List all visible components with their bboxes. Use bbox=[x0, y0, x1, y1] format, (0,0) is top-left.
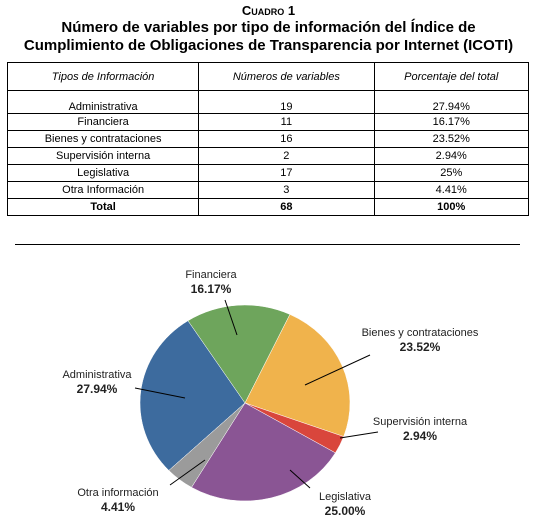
leader-line bbox=[134, 387, 186, 399]
leader-line bbox=[289, 469, 311, 489]
table-row: Financiera 11 16.17% bbox=[6, 113, 529, 131]
column-header: Tipos de Información bbox=[6, 62, 200, 91]
slice-label: Administrativa bbox=[62, 369, 132, 381]
leader-line bbox=[304, 354, 371, 386]
table-cell: Administrativa bbox=[6, 90, 200, 114]
header-row: Tipos de Información Números de variables… bbox=[6, 62, 529, 91]
pie-slice bbox=[244, 314, 351, 437]
table-cell: 68 bbox=[198, 198, 375, 216]
slice-value-label: 2.94% bbox=[403, 429, 437, 443]
table-cell: 100% bbox=[373, 198, 529, 216]
title: Cumplimiento de Obligaciones de Transpar… bbox=[23, 37, 514, 54]
table-cell: 19 bbox=[198, 90, 375, 114]
column-header: Números de variables bbox=[198, 62, 375, 91]
table-cell: 11 bbox=[198, 113, 375, 131]
table-cell: Bienes y contrataciones bbox=[6, 130, 200, 148]
table-row: Legislativa 17 25% bbox=[6, 164, 529, 182]
table-row: Administrativa 19 27.94% bbox=[6, 90, 529, 114]
table-cell: Otra Información bbox=[6, 181, 200, 199]
slice-value-label: 27.94% bbox=[77, 382, 118, 396]
leader-line bbox=[169, 459, 206, 486]
table-cell: Legislativa bbox=[6, 164, 200, 182]
pie-slice bbox=[139, 320, 246, 471]
table-row: Otra Información 3 4.41% bbox=[6, 181, 529, 199]
table-cell: 23.52% bbox=[373, 130, 529, 148]
slice-value-label: 16.17% bbox=[191, 282, 232, 296]
title: Número de variables por tipo de informac… bbox=[61, 19, 476, 36]
table-cell: 17 bbox=[198, 164, 375, 182]
table-row: Bienes y contrataciones 16 23.52% bbox=[6, 130, 529, 148]
table-cell: 2 bbox=[198, 147, 375, 165]
table-cell: Total bbox=[6, 198, 200, 216]
column-header: Porcentaje del total bbox=[373, 62, 529, 91]
data-table: Tipos de Información Números de variables… bbox=[6, 62, 529, 216]
table-cell: 3 bbox=[198, 181, 375, 199]
table-cell: 2.94% bbox=[373, 147, 529, 165]
leader-line bbox=[224, 299, 238, 336]
separator bbox=[15, 244, 520, 245]
table-cell: 16 bbox=[198, 130, 375, 148]
table-cell: 25% bbox=[373, 164, 529, 182]
table-row: Supervisión interna 2 2.94% bbox=[6, 147, 529, 165]
table-cell: 4.41% bbox=[373, 181, 529, 199]
pie-slice bbox=[191, 402, 336, 502]
total-row: Total 68 100% bbox=[6, 198, 529, 216]
table-label: Cuadro 1 bbox=[241, 3, 296, 18]
slice-label: Legislativa bbox=[319, 491, 372, 503]
slice-label: Financiera bbox=[185, 269, 237, 281]
leader-line bbox=[339, 431, 379, 439]
slice-label: Bienes y contrataciones bbox=[362, 327, 479, 339]
table-cell: Financiera bbox=[6, 113, 200, 131]
slice-label: Supervisión interna bbox=[373, 416, 468, 428]
table-cell: Supervisión interna bbox=[6, 147, 200, 165]
pie-slice bbox=[168, 402, 246, 488]
slice-value-label: 25.00% bbox=[325, 504, 366, 518]
table-cell: 27.94% bbox=[373, 90, 529, 114]
pie-slice bbox=[187, 304, 291, 404]
table-cell: 16.17% bbox=[373, 113, 529, 131]
slice-label: Otra información bbox=[77, 487, 158, 499]
slice-value-label: 23.52% bbox=[400, 340, 441, 354]
slice-value-label: 4.41% bbox=[101, 500, 135, 514]
